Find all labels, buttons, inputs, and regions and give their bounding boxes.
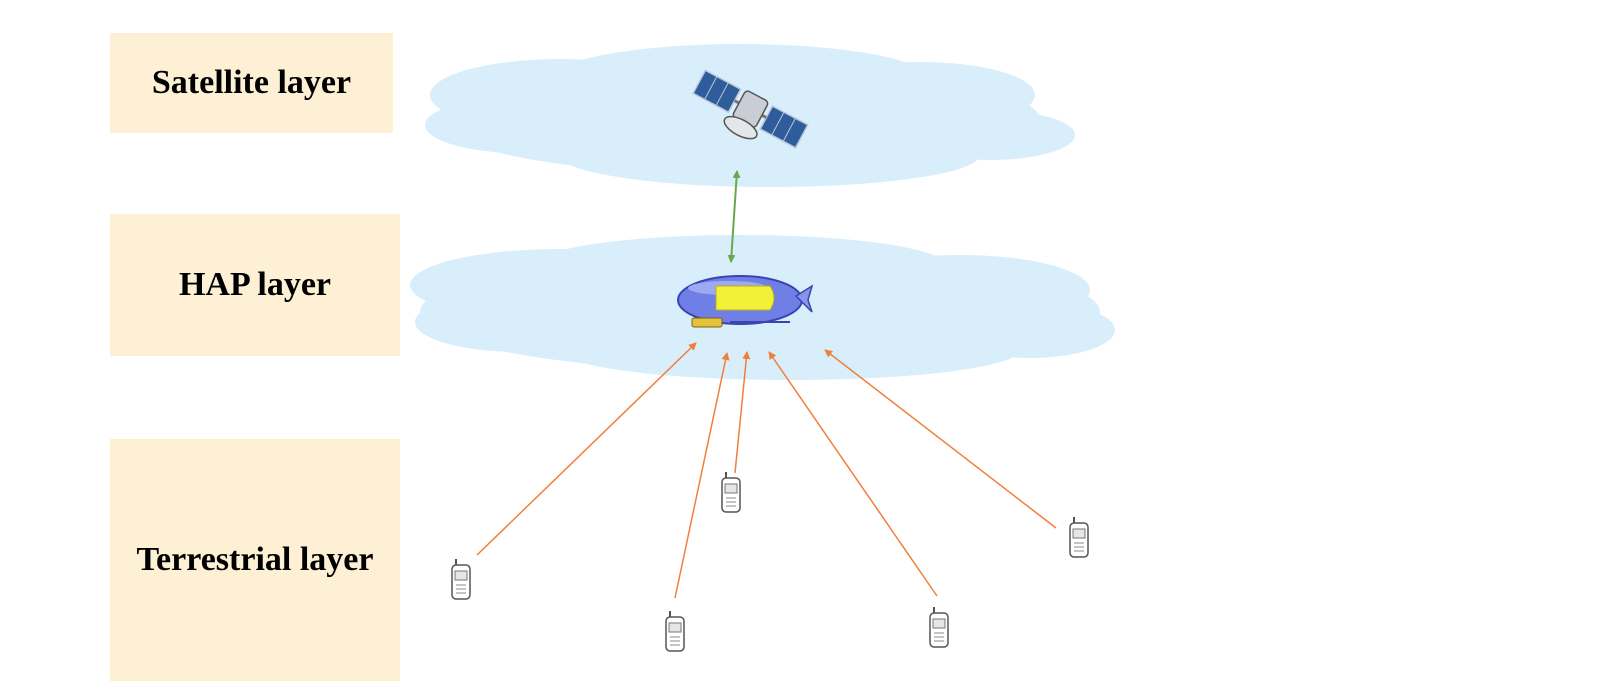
terrestrial-layer-label: Terrestrial layer	[110, 439, 400, 681]
uplink-arrow	[768, 351, 938, 597]
mobile-phone-icon	[665, 610, 685, 652]
airship-icon	[677, 275, 814, 328]
mobile-phone-icon	[721, 471, 741, 513]
uplink-arrow	[476, 342, 697, 556]
uplink-arrows	[476, 342, 1057, 599]
satellite-layer-label: Satellite layer	[110, 33, 393, 133]
mobile-phone-icon	[1069, 516, 1089, 558]
uplink-arrow	[734, 351, 751, 474]
satellite-hap-link	[727, 170, 741, 263]
uplink-arrow	[674, 352, 730, 599]
hap-layer-label: HAP layer	[110, 214, 400, 356]
hap-cloud	[410, 235, 1115, 380]
satellite-icon	[692, 69, 809, 149]
mobile-phone-icon	[451, 558, 471, 600]
mobile-phone-icon	[929, 606, 949, 648]
uplink-arrow	[824, 349, 1057, 529]
